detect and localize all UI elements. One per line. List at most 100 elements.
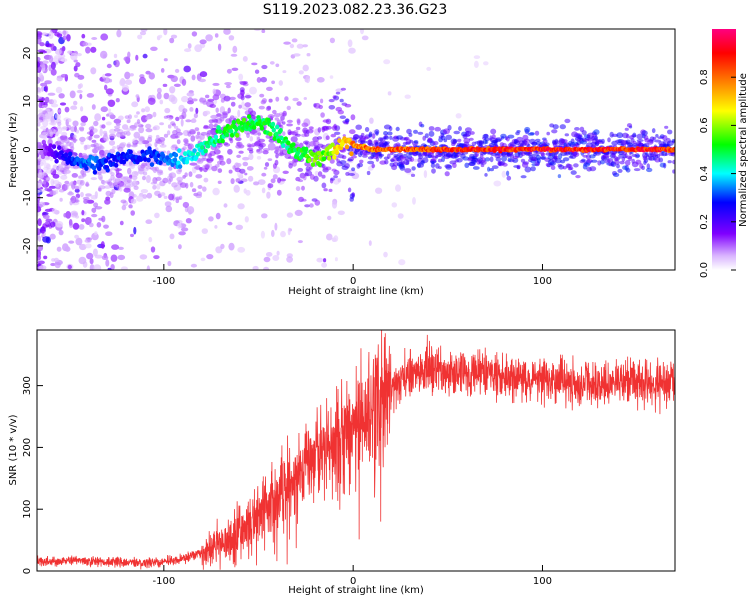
- noise-speck: [298, 70, 304, 75]
- x-tick-label: 100: [533, 276, 552, 287]
- spectral-halo: [539, 156, 547, 160]
- noise-speck: [44, 80, 52, 85]
- spectral-halo: [456, 158, 463, 163]
- spectral-halo: [643, 135, 649, 141]
- spectral-halo: [88, 135, 92, 141]
- spectral-ridge-point: [173, 152, 179, 158]
- spectral-halo: [46, 167, 53, 174]
- spectral-ridge-point: [59, 150, 64, 155]
- spectral-halo: [506, 175, 512, 181]
- noise-speck: [201, 228, 208, 235]
- noise-speck: [242, 56, 248, 62]
- noise-speck: [37, 254, 42, 261]
- spectral-halo: [128, 205, 133, 209]
- spectral-halo: [185, 182, 189, 189]
- noise-speck: [261, 29, 266, 33]
- spectral-halo: [305, 166, 311, 172]
- spectral-halo: [362, 154, 368, 158]
- spectral-halo: [80, 141, 84, 145]
- noise-speck: [66, 34, 71, 42]
- spectral-halo: [176, 139, 181, 145]
- spectral-halo: [249, 110, 257, 117]
- spectral-halo: [265, 106, 271, 111]
- spectral-ridge-point: [143, 157, 148, 162]
- spectral-halo: [197, 185, 203, 189]
- noise-speck: [78, 256, 87, 265]
- y-tick-label: 20: [22, 47, 33, 60]
- spectral-ridge-point: [321, 156, 327, 162]
- spectral-ridge-point: [57, 145, 62, 151]
- y-tick-label: 300: [22, 376, 33, 395]
- spectral-ridge-point: [103, 158, 109, 164]
- spectral-halo: [240, 94, 245, 101]
- spectral-halo: [189, 128, 196, 135]
- noise-speck: [275, 63, 280, 68]
- noise-speck: [135, 94, 140, 98]
- spectral-halo: [573, 163, 579, 168]
- spectral-halo: [144, 106, 150, 113]
- spectral-halo: [193, 113, 198, 119]
- noise-speck: [91, 37, 98, 40]
- spectral-halo: [194, 127, 200, 132]
- noise-speck: [121, 204, 127, 211]
- noise-speck: [58, 93, 65, 99]
- snr-y-ticks: 0 100 200 300: [22, 376, 43, 574]
- x-tick-label: 100: [533, 576, 552, 587]
- spectral-ridge-point: [67, 155, 72, 161]
- spectral-halo: [107, 112, 114, 117]
- noise-speck: [398, 259, 406, 266]
- noise-speck: [117, 246, 124, 250]
- spectrogram-x-label: Height of straight line (km): [288, 286, 424, 297]
- spectral-halo: [236, 154, 242, 158]
- spectral-halo: [40, 125, 47, 130]
- noise-speck: [60, 73, 68, 78]
- spectral-ridge-point: [231, 119, 236, 125]
- spectral-halo: [260, 76, 268, 83]
- spectral-halo: [387, 131, 393, 136]
- spectral-halo: [422, 135, 427, 141]
- noise-speck: [269, 61, 275, 65]
- spectral-halo: [437, 158, 443, 163]
- spectral-halo: [614, 157, 621, 161]
- noise-speck: [86, 252, 94, 260]
- spectral-halo: [444, 164, 452, 169]
- noise-speck: [76, 89, 83, 94]
- spectral-halo: [104, 185, 111, 189]
- noise-speck: [244, 216, 249, 223]
- spectral-halo: [134, 171, 139, 176]
- spectral-halo: [209, 157, 214, 162]
- noise-speck: [115, 98, 120, 103]
- spectral-halo: [178, 195, 183, 200]
- noise-speck: [175, 116, 180, 122]
- spectral-halo: [472, 166, 480, 170]
- spectral-halo: [57, 109, 62, 113]
- spectral-halo: [254, 69, 260, 74]
- spectral-halo: [444, 171, 450, 177]
- spectral-halo: [622, 165, 628, 170]
- spectral-halo: [168, 117, 173, 121]
- spectral-halo: [230, 101, 236, 107]
- spectral-halo: [636, 133, 644, 140]
- noise-speck: [100, 241, 105, 249]
- noise-speck: [163, 29, 168, 36]
- spectral-halo: [196, 131, 201, 136]
- noise-speck: [267, 142, 276, 151]
- noise-speck: [198, 78, 206, 83]
- spectral-halo: [643, 160, 647, 165]
- spectral-halo: [244, 172, 248, 176]
- spectral-halo: [612, 172, 620, 177]
- spectral-halo: [112, 146, 117, 150]
- spectral-halo: [45, 113, 52, 118]
- spectral-halo: [185, 119, 192, 123]
- noise-speck: [58, 229, 64, 236]
- spectral-halo: [43, 170, 48, 176]
- noise-speck: [37, 122, 41, 127]
- spectral-halo: [619, 160, 625, 165]
- spectral-halo: [587, 137, 593, 142]
- noise-speck: [37, 87, 42, 94]
- spectral-halo: [402, 156, 407, 160]
- noise-speck: [110, 264, 115, 270]
- spectral-halo: [344, 103, 352, 108]
- spectral-halo: [58, 188, 65, 193]
- spectral-halo: [478, 140, 484, 147]
